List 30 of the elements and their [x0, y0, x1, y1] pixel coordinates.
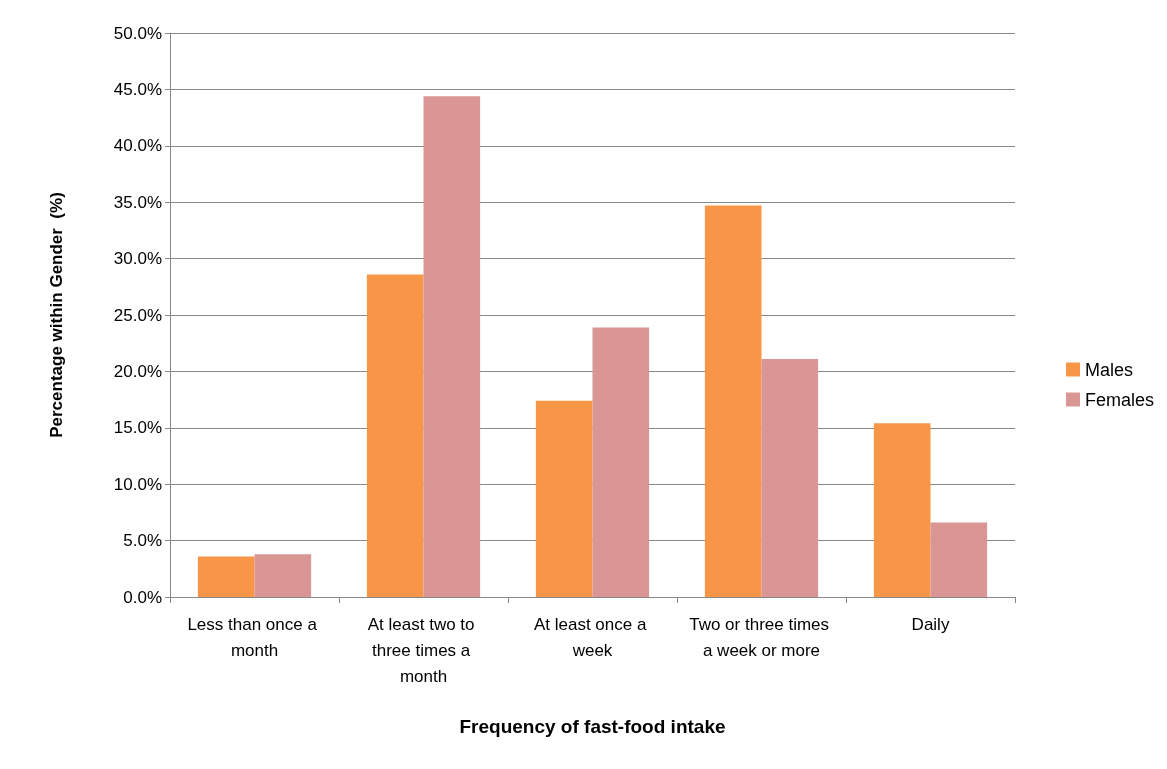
bar: [423, 96, 481, 597]
bar: [254, 554, 312, 597]
x-tick-label: Less than once a month: [187, 614, 322, 660]
y-axis-title: Percentage within Gender (%): [47, 192, 66, 438]
y-tick-label: 20.0%: [113, 361, 162, 381]
bar: [366, 274, 424, 597]
bar: [873, 423, 931, 597]
y-tick-label: 35.0%: [113, 192, 162, 212]
y-tick-label: 10.0%: [113, 474, 162, 494]
y-tick-label: 50.0%: [113, 23, 162, 43]
bar: [535, 400, 593, 597]
y-tick-label: 15.0%: [113, 418, 162, 438]
x-tick-label: Daily: [911, 614, 950, 634]
y-tick-label: 30.0%: [113, 249, 162, 269]
y-tick-label: 0.0%: [123, 587, 162, 607]
y-tick-label: 5.0%: [123, 531, 162, 551]
bar: [704, 205, 762, 597]
x-axis-title: Frequency of fast-food intake: [459, 716, 726, 737]
legend-label: Females: [1084, 389, 1155, 410]
bar: [930, 522, 988, 597]
x-tick-label: At least two to three times a month: [367, 614, 480, 686]
y-tick-label: 40.0%: [113, 136, 162, 156]
x-tick-label: At least once a week: [533, 614, 652, 660]
bar: [592, 327, 650, 597]
legend-label: Males: [1084, 359, 1133, 380]
x-tick-label: Two or three times a week or more: [689, 614, 834, 660]
y-tick-label: 45.0%: [113, 79, 162, 99]
bar: [197, 556, 255, 597]
bar: [761, 358, 819, 597]
y-tick-label: 25.0%: [113, 305, 162, 325]
